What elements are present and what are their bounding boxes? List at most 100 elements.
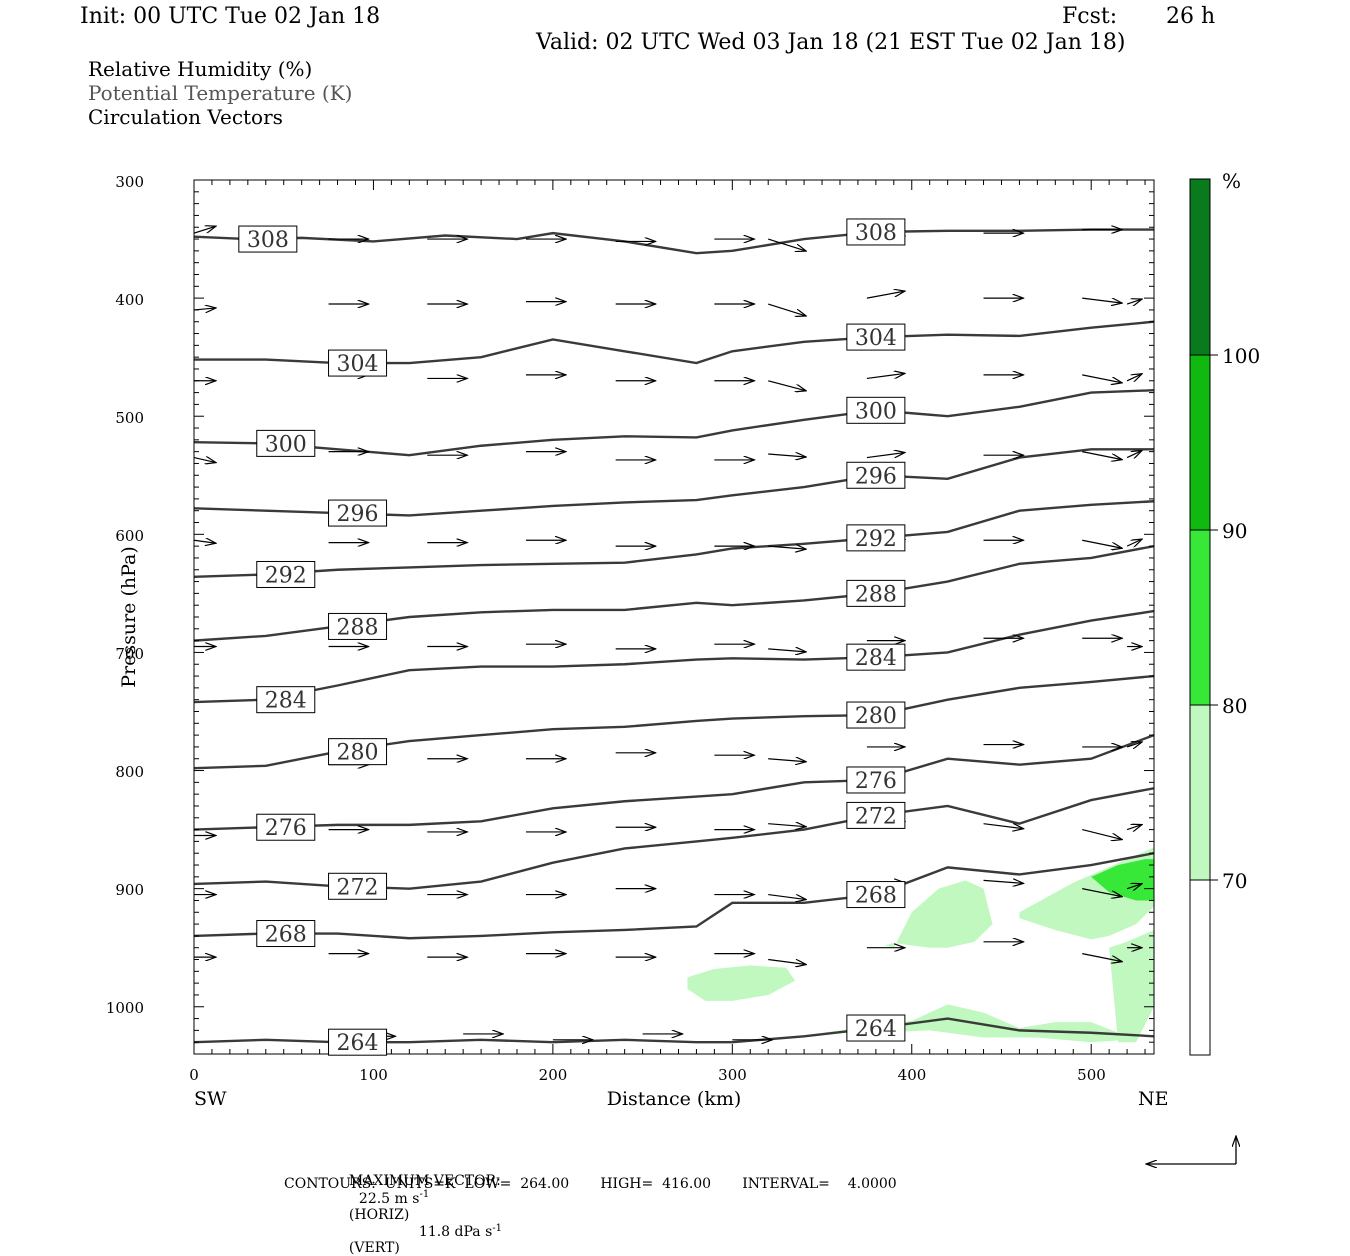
svg-text:280: 280 [337, 741, 379, 766]
footer-max-vector: MAXIMUM VECTOR: 22.5 m s-1 (HORIZ) 11.8 … [340, 1157, 502, 1256]
x-tick-label: 200 [539, 1066, 568, 1084]
colorbar-unit: % [1222, 169, 1241, 193]
circulation-vector [1082, 829, 1122, 840]
contour-label: 304 [328, 349, 388, 377]
y-tick-label: 300 [115, 173, 144, 191]
contour-label: 308 [238, 225, 298, 253]
circulation-vector [866, 291, 905, 299]
svg-text:276: 276 [265, 816, 307, 841]
contour-label: 300 [256, 429, 316, 457]
svg-text:264: 264 [855, 1017, 897, 1042]
circulation-vector [1126, 742, 1142, 747]
circulation-vector [194, 458, 216, 463]
theta-contour-276 [194, 733, 1154, 831]
cross-section-chart: 308 308 304 304 300 300 296 296 292 292 288 288 284 2… [106, 169, 1260, 1200]
legend-circulation-vectors: Circulation Vectors [88, 105, 283, 129]
rh-shaded-region [884, 880, 993, 948]
y-axis-title: Pressure (hPa) [118, 546, 140, 688]
circulation-vector [983, 880, 1024, 883]
theta-contour-268 [194, 852, 1154, 940]
circulation-vector [1082, 297, 1122, 303]
y-tick-label: 500 [115, 409, 144, 427]
circulation-vector [1082, 374, 1122, 383]
max-horizontal-vector: 22.5 m s [358, 1190, 420, 1207]
contour-label: 268 [846, 881, 906, 909]
circulation-vector [194, 540, 216, 543]
svg-text:284: 284 [855, 646, 897, 671]
svg-text:296: 296 [855, 464, 897, 489]
colorbar-segment [1189, 704, 1211, 881]
x-end-label-ne: NE [1138, 1088, 1169, 1110]
contour-label: 280 [328, 738, 388, 766]
svg-text:268: 268 [265, 923, 307, 948]
x-axis-title: Distance (km) [607, 1088, 742, 1110]
theta-contour-284 [194, 609, 1154, 704]
x-tick-label: 400 [898, 1066, 927, 1084]
circulation-vector [768, 238, 806, 251]
vert-tag: (VERT) [348, 1240, 400, 1256]
colorbar-segment [1189, 354, 1211, 531]
y-tick-label: 600 [115, 527, 144, 545]
reference-vector [1146, 1136, 1236, 1164]
contour-label: 280 [846, 701, 906, 729]
contour-label: 264 [846, 1014, 906, 1042]
circulation-vector [1126, 825, 1142, 830]
y-tick-label: 700 [115, 645, 144, 663]
max-vertical-vector: 11.8 dPa s [418, 1224, 493, 1241]
x-tick-label: 0 [189, 1066, 199, 1084]
circulation-vector [768, 759, 806, 762]
contour-label: 272 [328, 872, 388, 900]
contour-label: 288 [846, 579, 906, 607]
circulation-vector [1082, 953, 1122, 962]
svg-text:308: 308 [855, 221, 897, 246]
svg-text:300: 300 [265, 432, 307, 457]
rh-shaded-region [687, 965, 796, 1001]
circulation-vector [768, 546, 806, 549]
svg-text:280: 280 [855, 704, 897, 729]
svg-text:288: 288 [337, 615, 379, 640]
contour-label: 264 [328, 1028, 388, 1056]
svg-text:272: 272 [337, 875, 379, 900]
y-tick-label: 400 [115, 291, 144, 309]
circulation-vector [1126, 299, 1142, 304]
colorbar-segment [1189, 529, 1211, 706]
colorbar-level-label: 80 [1222, 694, 1247, 718]
rh-shaded-region [1109, 929, 1154, 1043]
y-tick-label: 900 [115, 881, 144, 899]
svg-text:304: 304 [855, 326, 897, 351]
init-time: Init: 00 UTC Tue 02 Jan 18 [80, 4, 381, 29]
contour-label: 304 [846, 323, 906, 351]
circulation-vector [768, 303, 806, 316]
horiz-tag: (HORIZ) [348, 1206, 410, 1223]
colorbar-segment [1189, 178, 1211, 356]
svg-text:292: 292 [855, 527, 897, 552]
circulation-vector [768, 454, 806, 457]
x-tick-label: 100 [359, 1066, 388, 1084]
circulation-vector [1082, 888, 1122, 897]
contour-label: 276 [846, 766, 906, 794]
x-end-label-sw: SW [194, 1088, 227, 1110]
svg-text:308: 308 [247, 228, 289, 253]
contour-label: 284 [846, 643, 906, 671]
svg-text:268: 268 [855, 884, 897, 909]
svg-text:304: 304 [337, 352, 379, 377]
y-tick-label: 1000 [106, 999, 144, 1017]
contour-label: 272 [846, 801, 906, 829]
forecast-label: Fcst: [1062, 4, 1118, 29]
contour-label: 308 [846, 218, 906, 246]
circulation-vector [768, 824, 806, 827]
circulation-vector [768, 958, 806, 965]
svg-text:284: 284 [265, 689, 307, 714]
contour-label: 288 [328, 612, 388, 640]
svg-text:276: 276 [855, 769, 897, 794]
contour-label: 300 [846, 396, 906, 424]
svg-text:292: 292 [265, 563, 307, 588]
contour-label: 268 [256, 920, 316, 948]
circulation-vector [768, 380, 806, 391]
circulation-vector [983, 823, 1024, 829]
contour-label: 296 [846, 461, 906, 489]
circulation-vector [866, 373, 905, 380]
svg-text:288: 288 [855, 582, 897, 607]
circulation-vector [768, 649, 806, 652]
contour-label: 284 [256, 686, 316, 714]
